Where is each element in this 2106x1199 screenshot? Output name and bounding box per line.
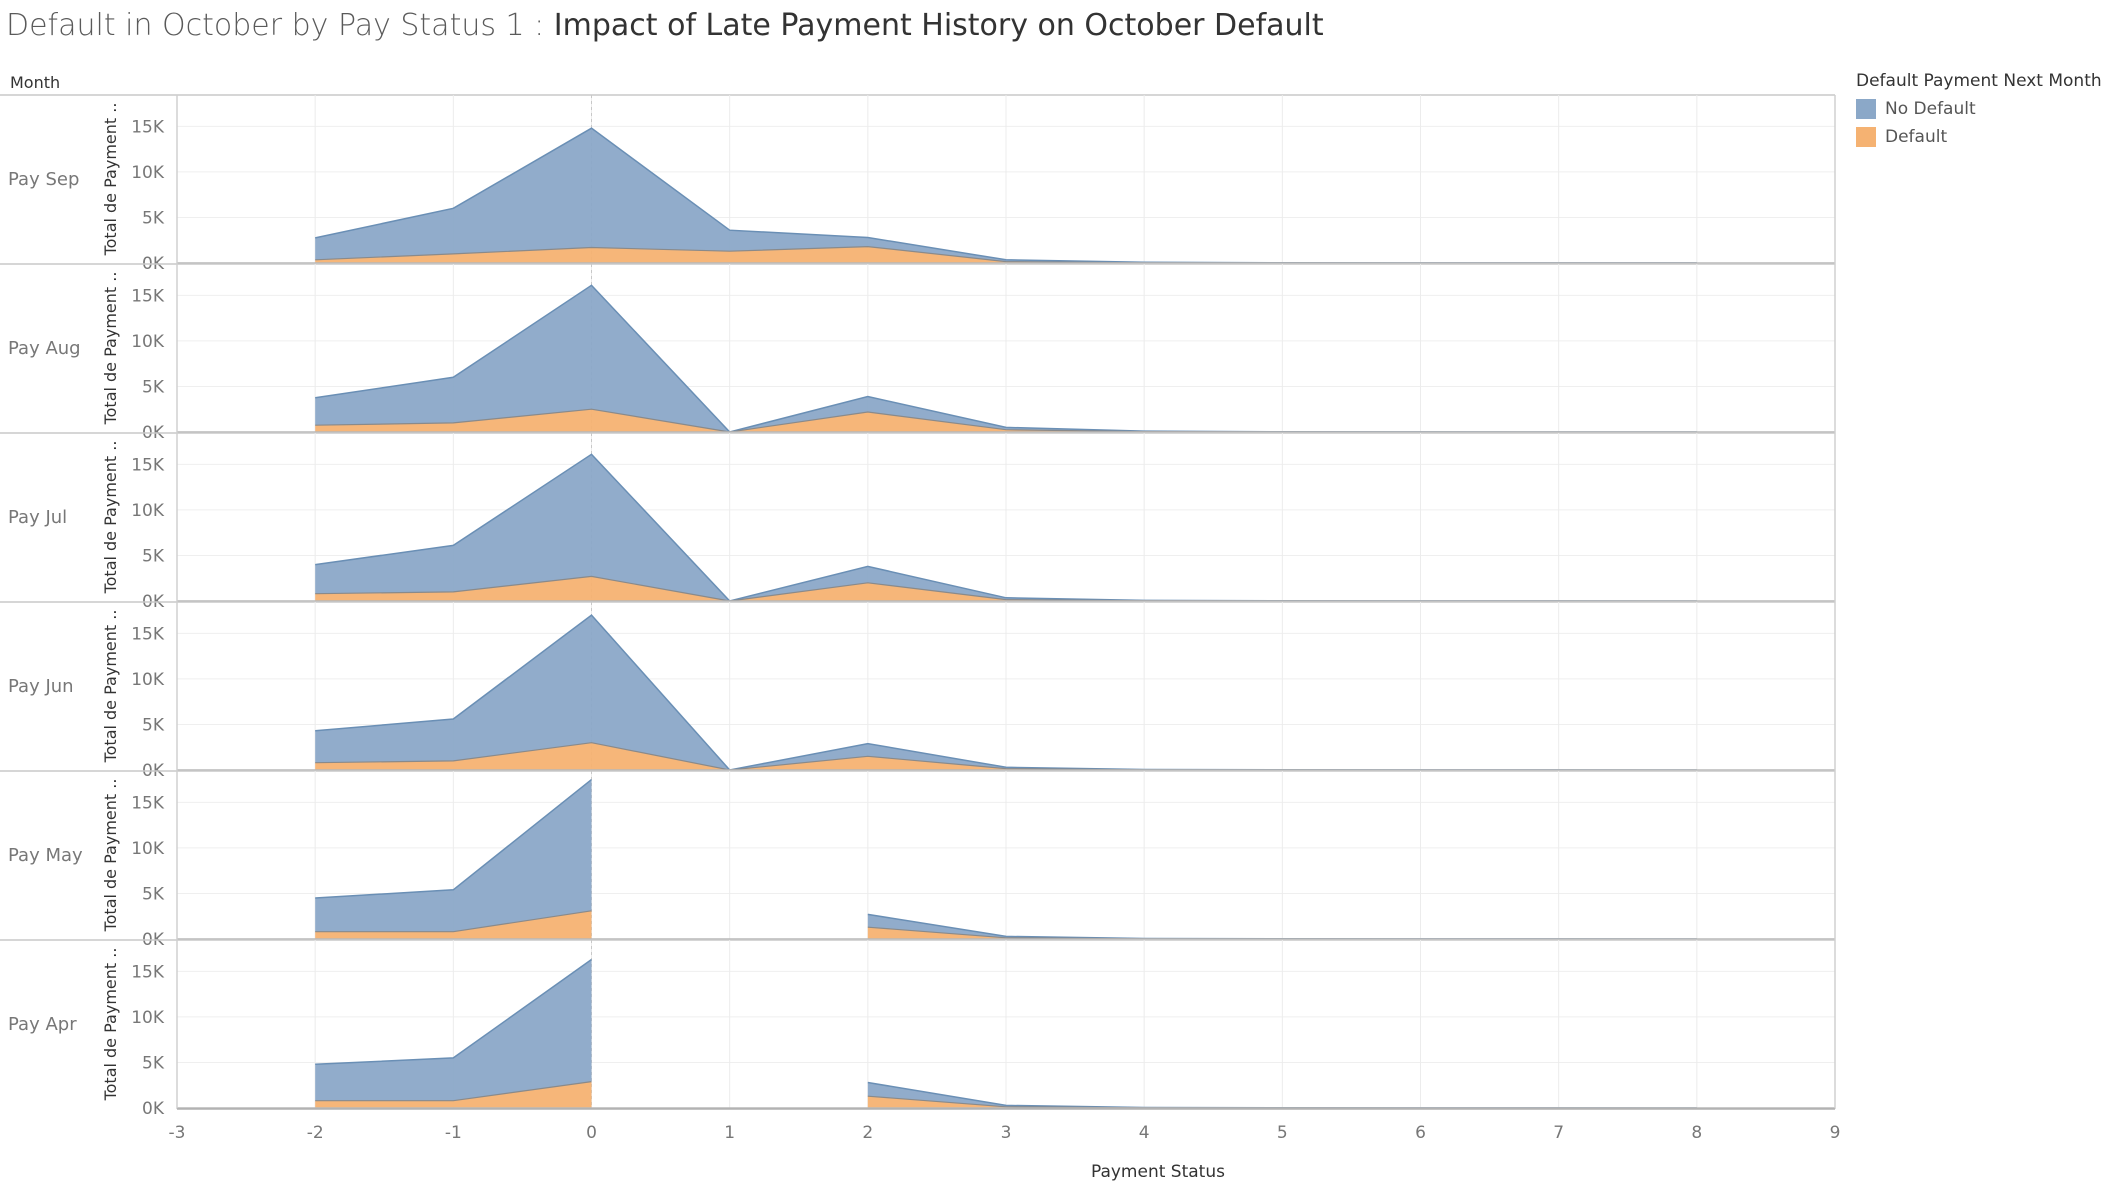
y-tick-label: 5K xyxy=(142,208,165,228)
x-tick-label: 1 xyxy=(724,1123,735,1143)
y-tick-label: 0K xyxy=(142,1099,165,1119)
chart-title: Default in October by Pay Status 1 : Imp… xyxy=(6,8,1324,43)
x-tick-label: 3 xyxy=(1001,1123,1012,1143)
area-default xyxy=(867,1096,1697,1108)
legend-swatch-default xyxy=(1856,127,1876,147)
row-label: Pay Aug xyxy=(8,338,81,359)
y-tick-label: 15K xyxy=(131,962,165,982)
line-no-default xyxy=(315,958,592,1066)
legend-item-default[interactable]: Default xyxy=(1856,127,2106,147)
area-default xyxy=(315,1081,592,1108)
area-default xyxy=(315,576,1697,601)
legend-item-no-default[interactable]: No Default xyxy=(1856,99,2106,119)
x-tick-label: 0 xyxy=(586,1123,597,1143)
legend: Default Payment Next Month No Default De… xyxy=(1856,71,2106,147)
legend-label-default: Default xyxy=(1885,127,1948,147)
area-default xyxy=(315,246,1697,263)
line-default xyxy=(315,910,592,933)
row-label: Pay Jun xyxy=(8,676,74,697)
x-tick-label: 6 xyxy=(1415,1123,1426,1143)
x-axis-title: Payment Status xyxy=(1091,1162,1225,1182)
area-no-default xyxy=(315,959,592,1101)
row-label: Pay Apr xyxy=(8,1014,77,1035)
y-tick-label: 10K xyxy=(131,163,165,183)
area-no-default xyxy=(315,779,592,932)
area-default xyxy=(315,409,1697,432)
y-axis-title: Total de Payment .. xyxy=(101,103,120,257)
y-tick-label: 15K xyxy=(131,117,165,137)
line-no-default xyxy=(315,779,592,899)
y-tick-label: 15K xyxy=(131,286,165,306)
legend-swatch-no-default xyxy=(1856,99,1876,119)
y-tick-label: 10K xyxy=(131,670,165,690)
row-label: Pay May xyxy=(8,845,83,866)
area-no-default xyxy=(315,285,1697,432)
x-tick-label: -2 xyxy=(307,1123,324,1143)
area-default xyxy=(867,927,1697,939)
legend-label-no-default: No Default xyxy=(1885,99,1976,119)
x-tick-label: 7 xyxy=(1553,1123,1564,1143)
area-no-default xyxy=(315,128,1697,263)
x-tick-label: 9 xyxy=(1830,1123,1841,1143)
y-tick-label: 10K xyxy=(131,501,165,521)
y-tick-label: 5K xyxy=(142,546,165,566)
y-tick-label: 15K xyxy=(131,793,165,813)
area-default xyxy=(315,742,1697,770)
y-tick-label: 10K xyxy=(131,332,165,352)
y-tick-label: 10K xyxy=(131,1008,165,1028)
row-label: Pay Sep xyxy=(8,169,79,190)
y-tick-label: 15K xyxy=(131,455,165,475)
y-tick-label: 5K xyxy=(142,377,165,397)
y-axis-title: Total de Payment .. xyxy=(101,610,120,764)
y-axis-title: Total de Payment .. xyxy=(101,272,120,426)
legend-title: Default Payment Next Month xyxy=(1856,71,2102,91)
x-tick-label: -1 xyxy=(445,1123,462,1143)
y-axis-title: Total de Payment .. xyxy=(101,948,120,1102)
y-axis-title: Total de Payment .. xyxy=(101,779,120,933)
area-no-default xyxy=(315,615,1697,770)
x-tick-label: 5 xyxy=(1277,1123,1288,1143)
x-tick-label: 8 xyxy=(1691,1123,1702,1143)
line-default xyxy=(315,1081,592,1102)
area-no-default xyxy=(315,454,1697,601)
x-tick-label: -3 xyxy=(169,1123,186,1143)
y-tick-label: 5K xyxy=(142,1053,165,1073)
x-tick-label: 2 xyxy=(862,1123,873,1143)
chart-title-sub: Impact of Late Payment History on Octobe… xyxy=(553,8,1324,43)
y-tick-label: 10K xyxy=(131,839,165,859)
y-tick-label: 15K xyxy=(131,624,165,644)
y-tick-label: 5K xyxy=(142,884,165,904)
row-header: Month xyxy=(10,73,60,92)
x-tick-label: 4 xyxy=(1139,1123,1150,1143)
y-tick-label: 5K xyxy=(142,715,165,735)
chart-title-main: Default in October by Pay Status 1 : xyxy=(6,8,545,43)
y-axis-title: Total de Payment .. xyxy=(101,441,120,595)
row-label: Pay Jul xyxy=(8,507,67,528)
